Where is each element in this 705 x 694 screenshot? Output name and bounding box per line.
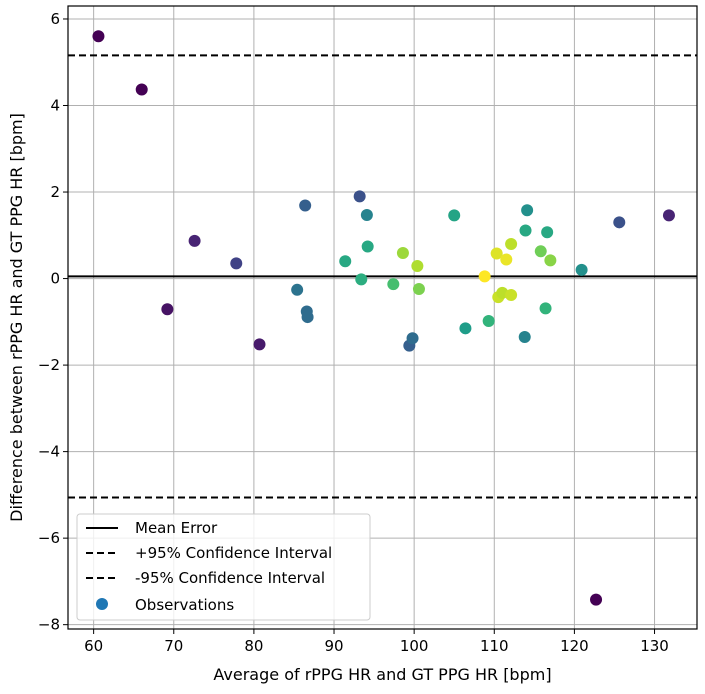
observation-point — [534, 245, 547, 258]
y-tick-label: 4 — [50, 97, 60, 115]
observation-point — [500, 253, 513, 266]
observation-point — [301, 311, 314, 324]
observation-point — [519, 224, 532, 237]
observation-point — [299, 199, 312, 212]
y-tick-label: 2 — [50, 183, 60, 201]
observation-point — [575, 263, 588, 276]
observation-point — [406, 332, 419, 345]
y-tick-label: −4 — [38, 443, 60, 461]
x-tick-label: 90 — [324, 637, 343, 655]
y-axis-ticks: −8 −6 −4 −2 0 2 4 6 — [38, 10, 68, 634]
x-tick-label: 120 — [560, 637, 589, 655]
y-tick-label: −6 — [38, 529, 60, 547]
y-tick-label: −2 — [38, 356, 60, 374]
observation-point — [355, 273, 368, 286]
grid — [68, 6, 697, 629]
observation-point — [92, 30, 105, 43]
x-tick-label: 70 — [164, 637, 183, 655]
y-axis-label: Difference between rPPG HR and GT PPG HR… — [7, 113, 26, 522]
observation-point — [490, 247, 503, 260]
observation-point — [541, 226, 554, 239]
observation-point — [448, 209, 461, 222]
observation-point — [353, 190, 366, 203]
observation-point — [412, 282, 425, 295]
observation-point — [590, 593, 603, 606]
y-tick-label: 0 — [50, 270, 60, 288]
observation-point — [253, 338, 266, 351]
x-tick-label: 130 — [640, 637, 669, 655]
legend: Mean Error +95% Confidence Interval -95%… — [76, 513, 371, 621]
observation-point — [662, 209, 675, 222]
x-tick-label: 110 — [480, 637, 509, 655]
observation-point — [482, 314, 495, 327]
observation-point — [339, 255, 352, 268]
legend-box — [76, 513, 371, 621]
observation-point — [459, 322, 472, 335]
observation-point — [387, 278, 400, 291]
observation-point — [291, 283, 304, 296]
observation-point — [360, 208, 373, 221]
legend-mean-error-label: Mean Error — [135, 519, 218, 537]
observation-point — [478, 270, 491, 283]
x-axis-label: Average of rPPG HR and GT PPG HR [bpm] — [213, 665, 551, 684]
observation-point — [518, 330, 531, 343]
observation-point — [396, 247, 409, 260]
x-tick-label: 60 — [84, 637, 103, 655]
legend-observations-label: Observations — [135, 596, 234, 614]
observation-point — [361, 240, 374, 253]
y-tick-label: −8 — [38, 616, 60, 634]
legend-observations-marker — [96, 598, 108, 610]
observation-point — [161, 303, 174, 316]
x-axis-ticks: 60 70 80 90 100 110 120 130 — [84, 629, 669, 655]
observation-points — [92, 30, 675, 606]
plot-frame — [67, 5, 698, 630]
observation-point — [188, 234, 201, 247]
legend-lower-ci-label: -95% Confidence Interval — [135, 569, 325, 587]
observation-point — [539, 302, 552, 315]
observation-point — [411, 260, 424, 273]
reference-lines — [68, 54, 697, 499]
observation-point — [544, 254, 557, 267]
x-tick-label: 100 — [400, 637, 429, 655]
observation-point — [135, 83, 148, 96]
y-tick-label: 6 — [50, 10, 60, 28]
x-tick-label: 80 — [244, 637, 263, 655]
observation-point — [521, 204, 534, 217]
observation-point — [613, 216, 626, 229]
observation-point — [505, 289, 518, 302]
observation-point — [505, 237, 518, 250]
legend-upper-ci-label: +95% Confidence Interval — [135, 544, 332, 562]
observation-point — [230, 257, 243, 270]
